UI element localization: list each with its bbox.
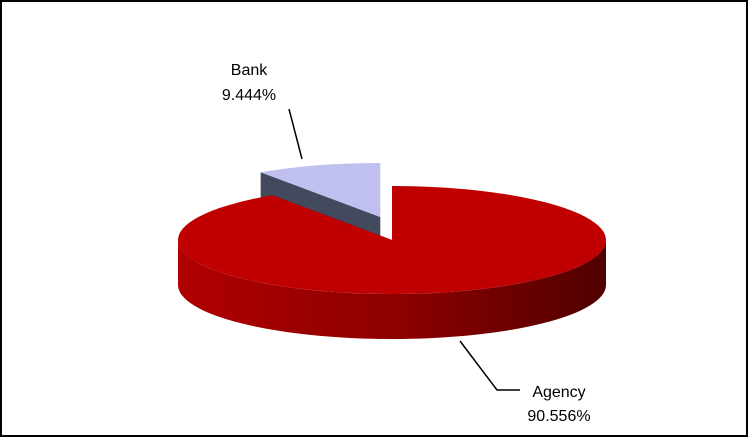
agency-value-label: 90.556% xyxy=(527,408,590,425)
agency-top-face xyxy=(178,186,606,294)
agency-leader-line xyxy=(460,341,520,390)
bank-leader-line xyxy=(289,109,302,159)
bank-value-label: 9.444% xyxy=(222,87,276,104)
agency-label: Agency xyxy=(532,384,585,401)
bank-label: Bank xyxy=(231,62,268,79)
agency-slice xyxy=(178,186,606,339)
